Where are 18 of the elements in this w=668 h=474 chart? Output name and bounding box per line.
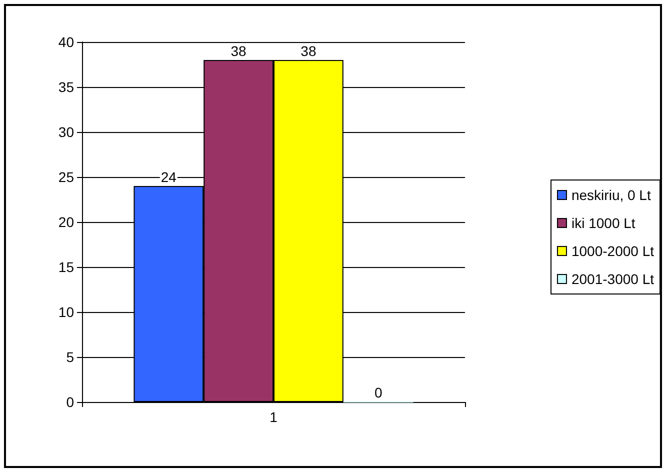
y-tick-label: 0	[66, 394, 74, 410]
data-label: 0	[374, 384, 382, 400]
data-label: 24	[160, 169, 177, 185]
y-tick-label: 5	[66, 349, 74, 365]
data-label: 38	[230, 43, 247, 59]
y-tick-label: 35	[58, 79, 74, 95]
data-label: 38	[300, 43, 316, 59]
y-tick-label: 20	[58, 214, 74, 230]
y-tick-label: 10	[58, 304, 74, 320]
legend-label: 2001-3000 Lt	[571, 271, 654, 287]
y-tick-label: 15	[58, 259, 74, 275]
legend-label: neskiriu, 0 Lt	[571, 187, 651, 203]
legend-label: 1000-2000 Lt	[571, 243, 654, 259]
x-tick-label: 1	[270, 409, 278, 425]
legend-label: iki 1000 Lt	[571, 215, 636, 231]
y-tick-label: 40	[58, 34, 74, 50]
y-tick-label: 30	[58, 124, 74, 140]
y-tick-label: 25	[58, 169, 74, 185]
